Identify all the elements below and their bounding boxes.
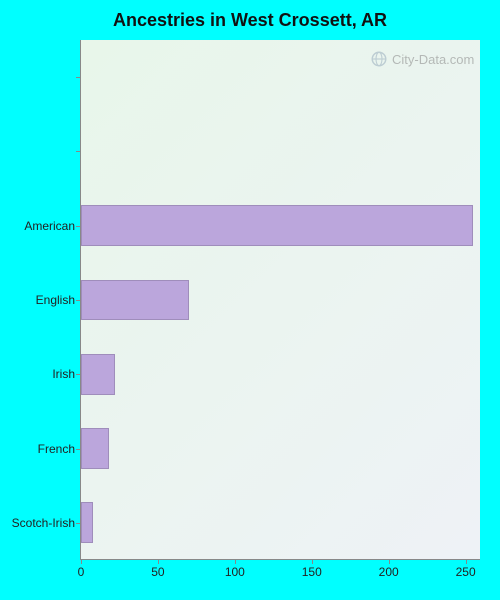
plot-area: 050100150200250AmericanEnglishIrishFrenc… — [80, 40, 480, 560]
y-tick-label: American — [24, 219, 81, 233]
y-tick-mark — [76, 151, 81, 152]
chart-title: Ancestries in West Crossett, AR — [0, 10, 500, 31]
y-tick-label: Irish — [52, 367, 81, 381]
bar — [81, 428, 109, 469]
x-tick-label: 0 — [78, 559, 85, 579]
chart-canvas: Ancestries in West Crossett, AR 05010015… — [0, 0, 500, 600]
watermark: City-Data.com — [370, 50, 474, 68]
x-tick-label: 50 — [151, 559, 164, 579]
globe-icon — [370, 50, 388, 68]
x-tick-label: 250 — [456, 559, 476, 579]
x-tick-label: 200 — [379, 559, 399, 579]
y-tick-mark — [76, 77, 81, 78]
watermark-text: City-Data.com — [392, 52, 474, 67]
x-tick-label: 150 — [302, 559, 322, 579]
y-tick-label: English — [36, 293, 81, 307]
bar — [81, 354, 115, 395]
bar — [81, 502, 93, 543]
x-tick-label: 100 — [225, 559, 245, 579]
y-tick-label: French — [38, 442, 81, 456]
bar — [81, 280, 189, 321]
y-tick-label: Scotch-Irish — [12, 516, 81, 530]
bar — [81, 205, 473, 246]
